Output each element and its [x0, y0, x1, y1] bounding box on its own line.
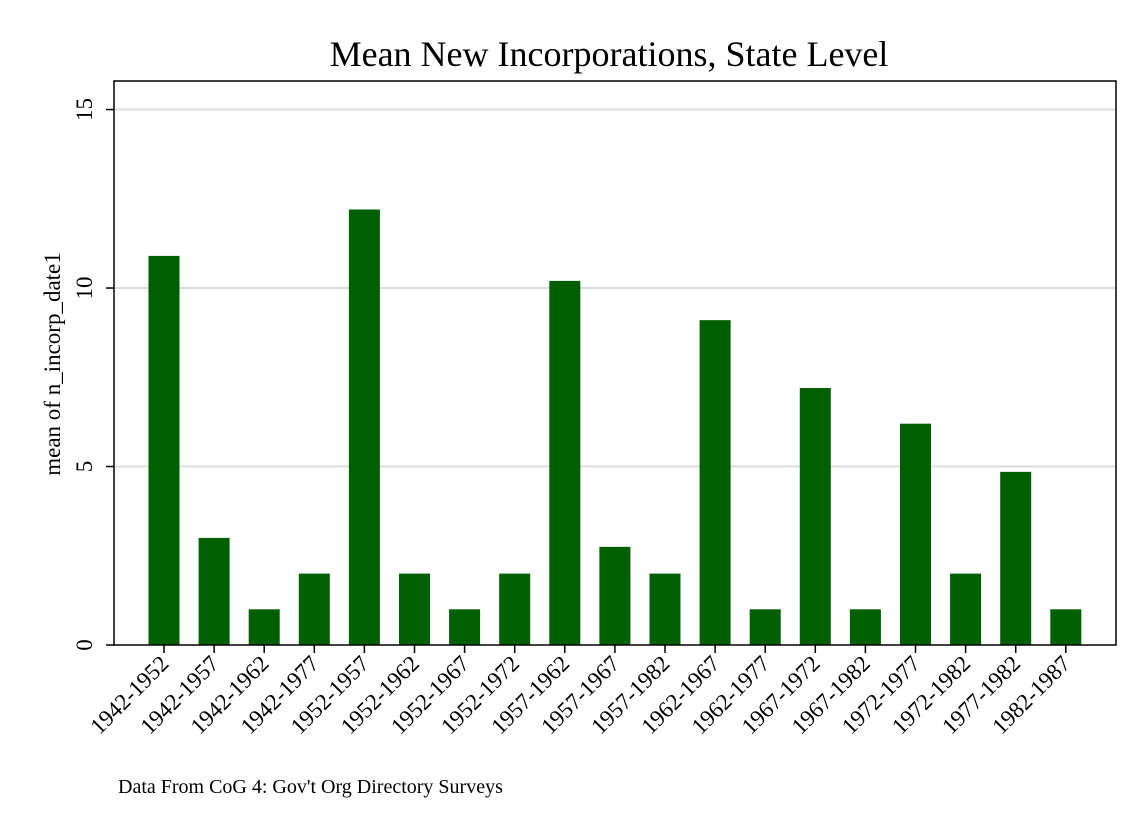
bar	[849, 609, 881, 645]
bar	[1000, 471, 1032, 645]
x-axis-ticks: 1942-19521942-19571942-19621942-19771952…	[85, 645, 1075, 739]
y-axis-ticks: 0 5 10 15	[72, 98, 114, 651]
y-tick-label: 10	[72, 277, 97, 300]
bar	[749, 609, 781, 645]
bar	[399, 573, 430, 645]
bar	[549, 280, 581, 645]
bars	[148, 209, 1082, 646]
bar	[348, 209, 380, 645]
bar	[950, 573, 982, 645]
bar	[649, 573, 681, 645]
source-note: Data From CoG 4: Gov't Org Directory Sur…	[118, 776, 503, 798]
bar	[298, 573, 330, 645]
bar	[599, 546, 631, 645]
bar	[799, 387, 831, 645]
y-tick-label: 5	[72, 461, 97, 473]
y-axis-label: mean of n_incorp_date1	[40, 252, 65, 476]
y-tick-label: 0	[72, 639, 97, 651]
gridlines	[114, 108, 1116, 468]
bar	[499, 573, 531, 645]
bar	[699, 320, 731, 645]
chart-title: Mean New Incorporations, State Level	[330, 34, 889, 74]
bar	[1050, 609, 1082, 645]
bar	[900, 423, 931, 645]
bar	[148, 255, 180, 646]
bar	[248, 609, 280, 645]
bar	[198, 537, 230, 645]
bar	[449, 609, 481, 645]
y-tick-label: 15	[72, 98, 97, 121]
